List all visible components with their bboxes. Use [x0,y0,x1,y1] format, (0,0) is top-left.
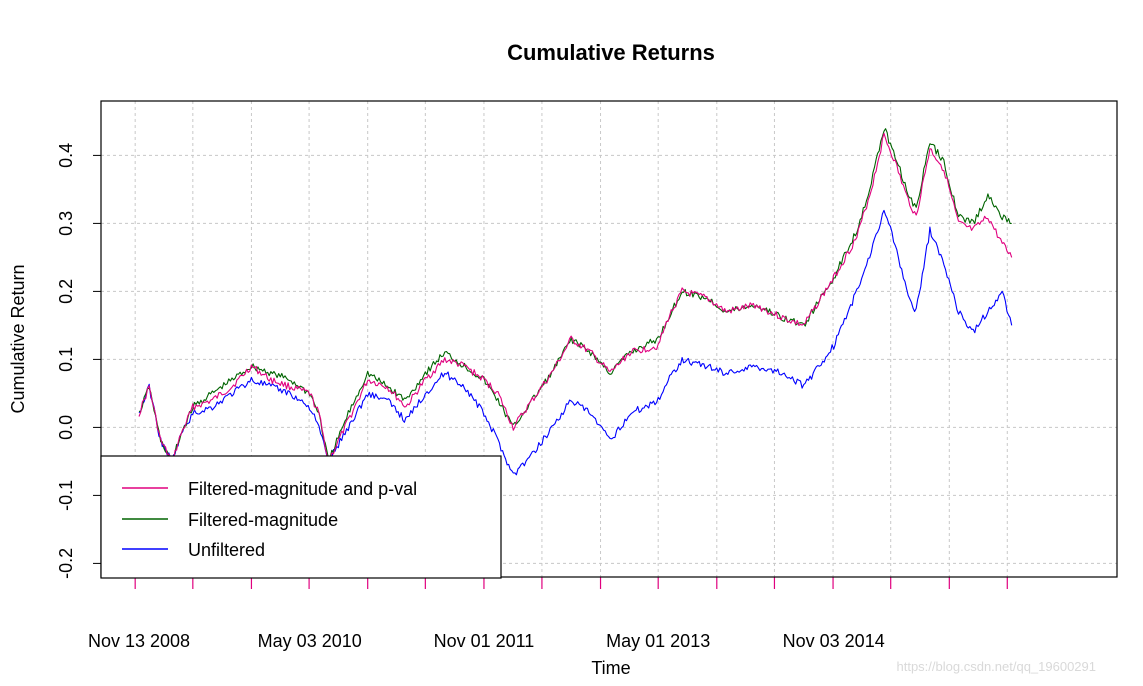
y-tick-label: 0.2 [56,279,76,304]
x-axis-label: Time [591,658,630,678]
plot-frame [100,100,1118,578]
x-tick-label: May 03 2010 [258,631,362,651]
y-tick-label: 0.1 [56,347,76,372]
legend-label-filtered-magnitude-and-p-val: Filtered-magnitude and p-val [188,479,417,499]
watermark: https://blog.csdn.net/qq_19600291 [897,659,1097,674]
legend-label-filtered-magnitude: Filtered-magnitude [188,510,338,530]
series-lines [138,128,1013,476]
series-line [138,128,1012,460]
chart-title: Cumulative Returns [507,40,715,65]
y-axis-label: Cumulative Return [8,264,28,413]
legend-box [100,455,502,579]
y-tick-label: -0.1 [56,480,76,511]
x-tick-label: Nov 03 2014 [783,631,885,651]
series-line [138,132,1013,462]
legend-label-unfiltered: Unfiltered [188,540,265,560]
y-tick-label: -0.2 [56,548,76,579]
x-tick-label: Nov 13 2008 [88,631,190,651]
y-tick-label: 0.3 [56,211,76,236]
legend: Filtered-magnitude and p-val Filtered-ma… [100,455,502,579]
x-tick-label: May 01 2013 [606,631,710,651]
y-axis-ticks: -0.2 -0.1 0.0 0.1 0.2 0.3 0.4 [56,143,101,579]
y-tick-label: 0.4 [56,143,76,168]
x-tick-label: Nov 01 2011 [434,631,535,651]
series-line [138,209,1013,476]
y-tick-label: 0.0 [56,415,76,440]
x-axis-ticks: Nov 13 2008 May 03 2010 Nov 01 2011 May 01 … [88,577,1008,651]
